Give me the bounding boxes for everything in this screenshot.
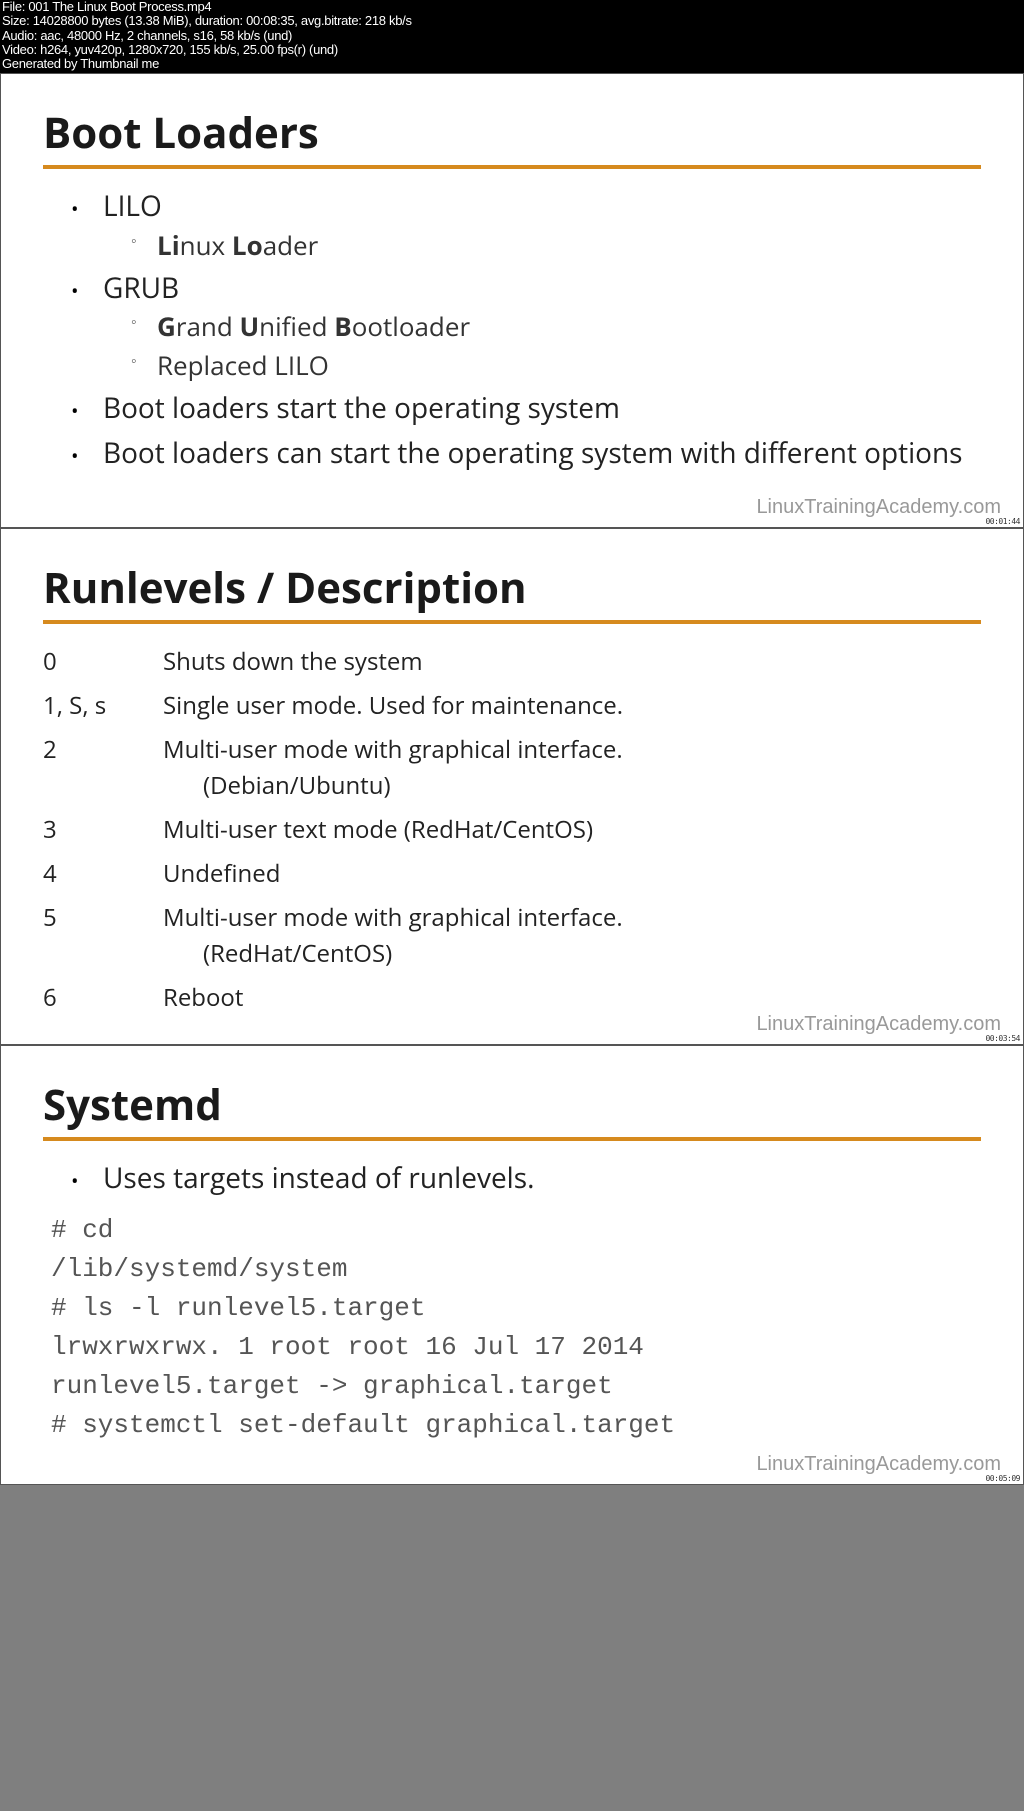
- table-row: 0 Shuts down the system: [43, 644, 981, 680]
- code-line: # ls -l runlevel5.target: [51, 1289, 981, 1328]
- code-block: # cd /lib/systemd/system # ls -l runleve…: [43, 1211, 981, 1445]
- code-line: lrwxrwxrwx. 1 root root 16 Jul 17 2014: [51, 1328, 981, 1367]
- code-line: /lib/systemd/system: [51, 1250, 981, 1289]
- runlevel-key: 2: [43, 732, 163, 804]
- timestamp: 00:03:54: [985, 1034, 1020, 1043]
- item-label: GRUB: [103, 269, 179, 307]
- runlevel-key: 6: [43, 980, 163, 1016]
- code-line: runlevel5.target -> graphical.target: [51, 1367, 981, 1406]
- video-metadata-header: File: 001 The Linux Boot Process.mp4 Siz…: [0, 0, 1024, 73]
- slides-container: Boot Loaders LILO Linux Loader GRUB Gran…: [0, 73, 1024, 1485]
- table-row: 6 Reboot: [43, 980, 981, 1016]
- bullet-list: LILO Linux Loader GRUB Grand Unified Boo…: [43, 187, 981, 473]
- table-row: 1, S, s Single user mode. Used for maint…: [43, 688, 981, 724]
- sub-item: Grand Unified Bootloader: [143, 308, 981, 344]
- sub-item: Linux Loader: [143, 227, 981, 263]
- runlevel-desc: Reboot: [163, 980, 981, 1016]
- runlevels-table: 0 Shuts down the system 1, S, s Single u…: [43, 644, 981, 1016]
- meta-file: File: 001 The Linux Boot Process.mp4: [2, 0, 1022, 14]
- runlevel-key: 4: [43, 856, 163, 892]
- table-row: 4 Undefined: [43, 856, 981, 892]
- list-item: Boot loaders can start the operating sys…: [83, 434, 981, 473]
- watermark: LinuxTrainingAcademy.com: [756, 1013, 1001, 1036]
- slide-title: Systemd: [43, 1076, 981, 1141]
- bullet-list: Uses targets instead of runlevels.: [43, 1159, 981, 1198]
- code-line: # systemctl set-default graphical.target: [51, 1406, 981, 1445]
- timestamp: 00:01:44: [985, 517, 1020, 526]
- runlevel-key: 0: [43, 644, 163, 680]
- timestamp: 00:05:09: [985, 1474, 1020, 1483]
- meta-size: Size: 14028800 bytes (13.38 MiB), durati…: [2, 14, 1022, 28]
- table-row: 5 Multi-user mode with graphical interfa…: [43, 900, 981, 972]
- list-item: Boot loaders start the operating system: [83, 389, 981, 428]
- list-item: Uses targets instead of runlevels.: [83, 1159, 981, 1198]
- meta-video: Video: h264, yuv420p, 1280x720, 155 kb/s…: [2, 43, 1022, 57]
- runlevel-key: 3: [43, 812, 163, 848]
- slide-runlevels: Runlevels / Description 0 Shuts down the…: [0, 528, 1024, 1045]
- code-line: # cd: [51, 1211, 981, 1250]
- slide-title: Runlevels / Description: [43, 559, 981, 624]
- runlevel-desc: Shuts down the system: [163, 644, 981, 680]
- runlevel-key: 1, S, s: [43, 688, 163, 724]
- runlevel-desc: Undefined: [163, 856, 981, 892]
- slide-boot-loaders: Boot Loaders LILO Linux Loader GRUB Gran…: [0, 73, 1024, 528]
- runlevel-desc: Multi-user text mode (RedHat/CentOS): [163, 812, 981, 848]
- sub-item: Replaced LILO: [143, 347, 981, 383]
- table-row: 3 Multi-user text mode (RedHat/CentOS): [43, 812, 981, 848]
- item-label: LILO: [103, 187, 162, 225]
- table-row: 2 Multi-user mode with graphical interfa…: [43, 732, 981, 804]
- runlevel-desc: Multi-user mode with graphical interface…: [163, 900, 981, 972]
- runlevel-desc: Single user mode. Used for maintenance.: [163, 688, 981, 724]
- meta-generated: Generated by Thumbnail me: [2, 57, 1022, 71]
- runlevel-key: 5: [43, 900, 163, 972]
- list-item: LILO Linux Loader: [83, 187, 981, 263]
- watermark: LinuxTrainingAcademy.com: [756, 1453, 1001, 1476]
- list-item: GRUB Grand Unified Bootloader Replaced L…: [83, 269, 981, 383]
- slide-title: Boot Loaders: [43, 104, 981, 169]
- watermark: LinuxTrainingAcademy.com: [756, 496, 1001, 519]
- slide-systemd: Systemd Uses targets instead of runlevel…: [0, 1045, 1024, 1485]
- meta-audio: Audio: aac, 48000 Hz, 2 channels, s16, 5…: [2, 29, 1022, 43]
- runlevel-desc: Multi-user mode with graphical interface…: [163, 732, 981, 804]
